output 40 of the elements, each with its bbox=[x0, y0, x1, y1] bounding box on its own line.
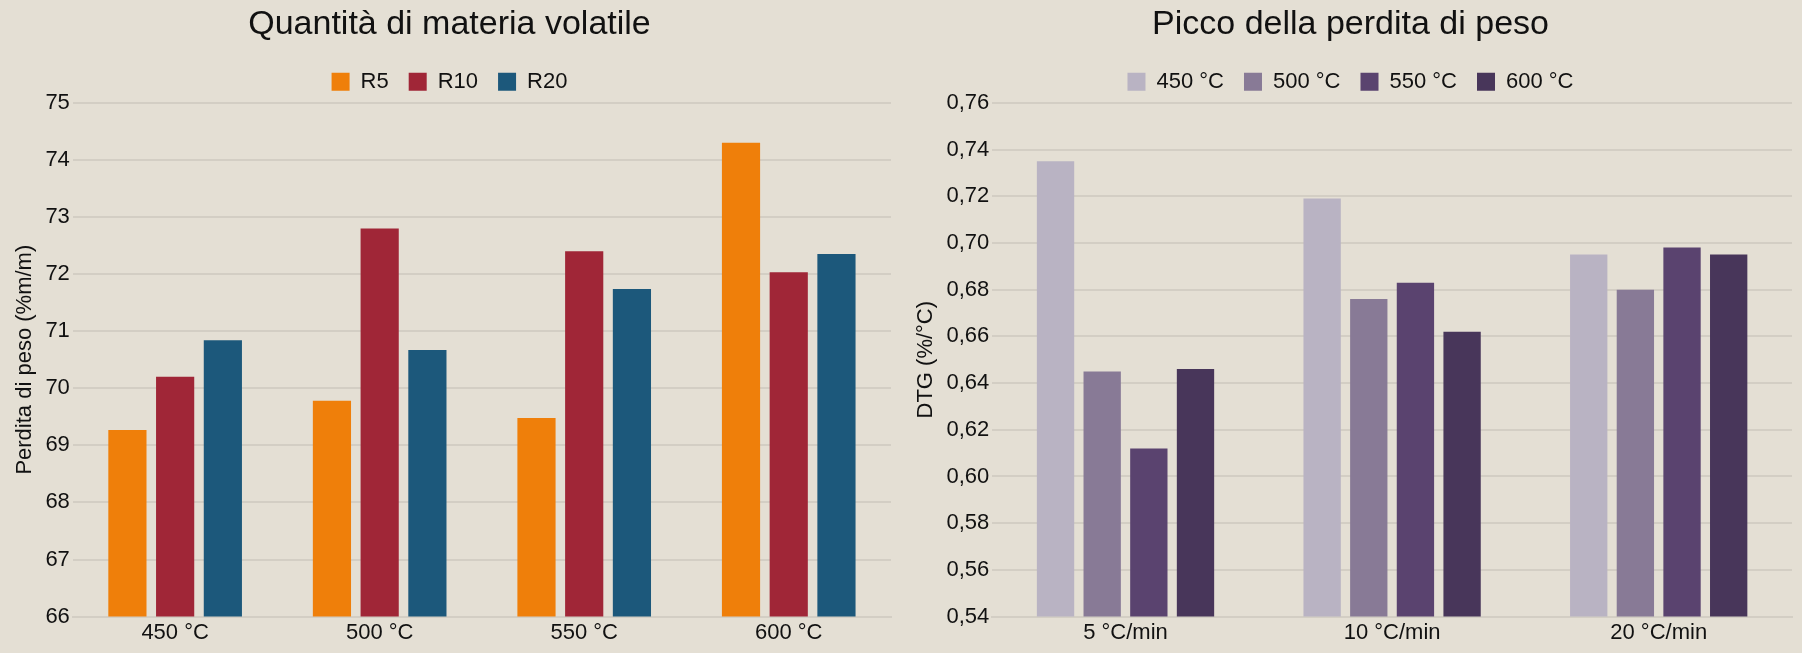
legend-label: 500 °C bbox=[1273, 67, 1341, 93]
y-tick-label: 0,76 bbox=[946, 88, 990, 114]
y-tick-label: 71 bbox=[45, 317, 70, 343]
y-tick-label: 67 bbox=[45, 545, 70, 571]
y-tick-label: 0,64 bbox=[946, 369, 990, 395]
y-tick-label: 66 bbox=[45, 602, 70, 628]
y-tick-label: 0,74 bbox=[946, 135, 990, 161]
y-tick-label: 0,58 bbox=[946, 509, 990, 535]
y-tick-label: 0,56 bbox=[946, 555, 990, 581]
legend-label: 450 °C bbox=[1156, 67, 1225, 93]
y-tick-label: 0,62 bbox=[946, 415, 990, 441]
x-tick-label: 500 °C bbox=[345, 618, 414, 644]
y-tick-label: 72 bbox=[45, 260, 70, 286]
y-tick-label: 74 bbox=[45, 145, 70, 171]
x-tick-label: 20 °C/min bbox=[1610, 618, 1708, 644]
legend-label: 550 °C bbox=[1389, 67, 1458, 93]
x-tick-label: 5 °C/min bbox=[1083, 618, 1168, 644]
x-tick-label: 550 °C bbox=[550, 618, 619, 644]
y-axis-title: Perdita di peso (%m/m) bbox=[11, 244, 37, 475]
y-tick-label: 0,70 bbox=[946, 228, 990, 254]
legend-label: R10 bbox=[437, 67, 479, 93]
y-axis-title: DTG (%/°C) bbox=[912, 300, 938, 419]
y-tick-label: 0,72 bbox=[946, 182, 990, 208]
y-tick-label: 0,60 bbox=[946, 462, 990, 488]
y-tick-label: 75 bbox=[45, 88, 70, 114]
y-tick-label: 70 bbox=[45, 374, 70, 400]
x-tick-label: 10 °C/min bbox=[1343, 618, 1441, 644]
x-tick-label: 600 °C bbox=[754, 618, 823, 644]
y-tick-label: 69 bbox=[45, 431, 70, 457]
legend-label: 600 °C bbox=[1506, 67, 1574, 93]
legend-label: R5 bbox=[360, 67, 389, 93]
y-tick-label: 0,66 bbox=[946, 322, 990, 348]
y-tick-label: 68 bbox=[45, 488, 70, 514]
chart-title: Quantità di materia volatile bbox=[248, 2, 651, 41]
y-tick-label: 73 bbox=[45, 203, 70, 229]
chart-title: Picco della perdita di peso bbox=[1152, 2, 1549, 41]
y-tick-label: 0,54 bbox=[946, 602, 990, 628]
y-tick-label: 0,68 bbox=[946, 275, 990, 301]
legend-label: R20 bbox=[527, 67, 568, 93]
x-tick-label: 450 °C bbox=[141, 618, 209, 644]
